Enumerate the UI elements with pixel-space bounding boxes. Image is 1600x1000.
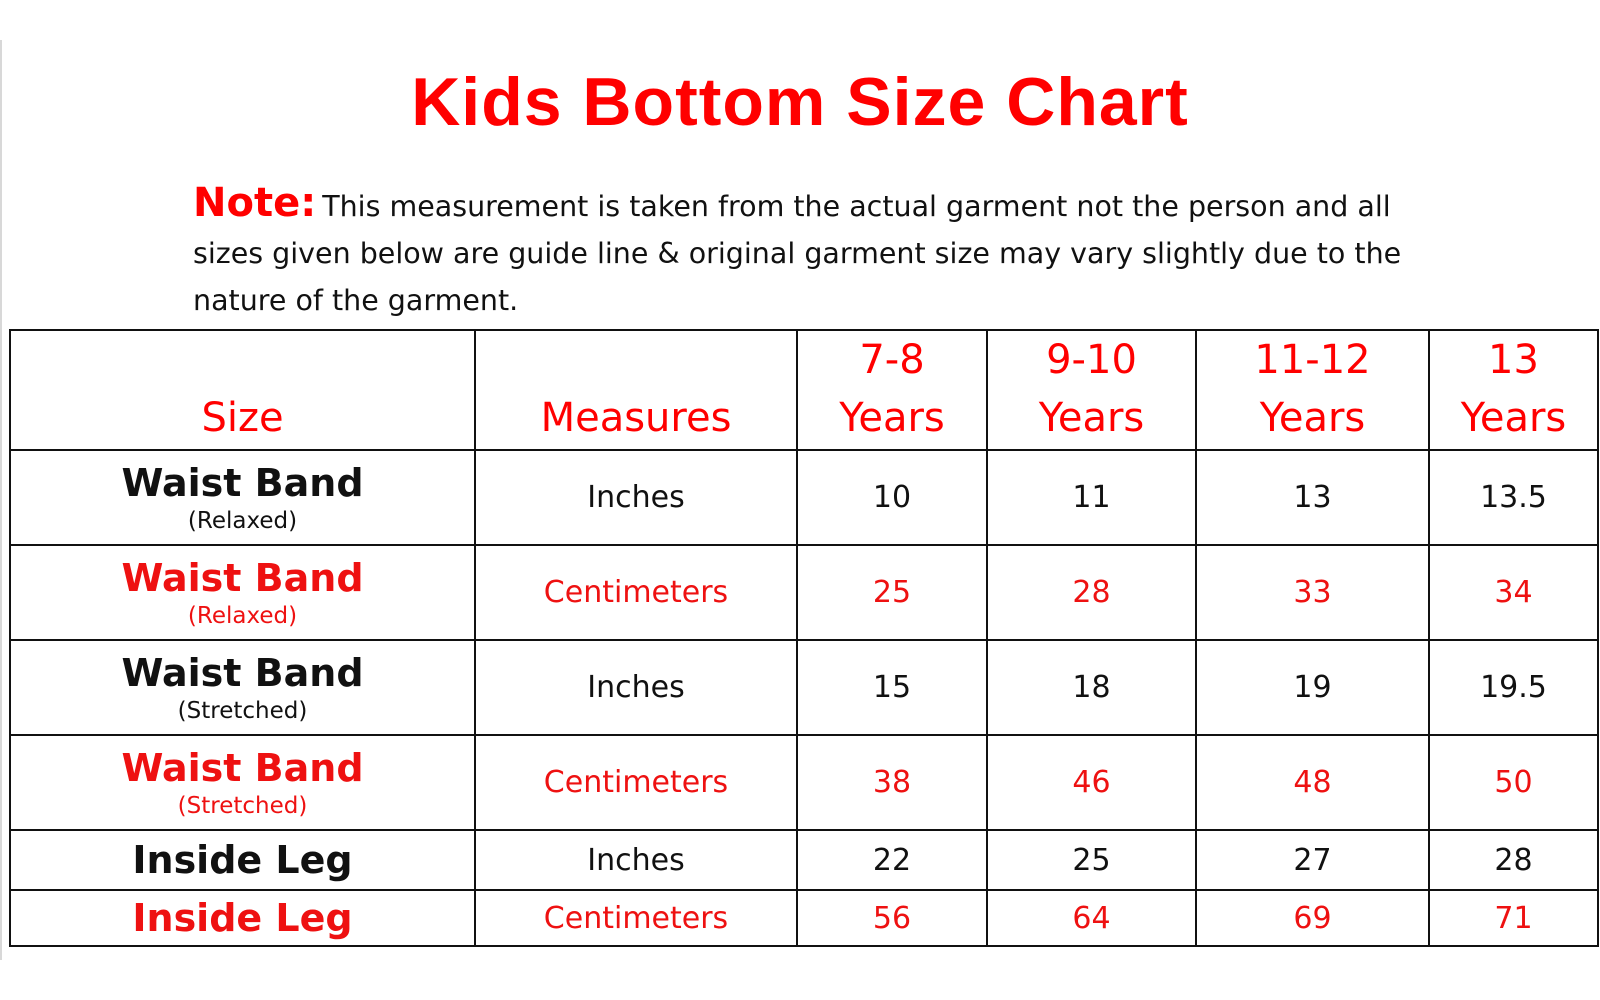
size-name: Inside Leg xyxy=(132,896,353,940)
value-cell: 13.5 xyxy=(1428,449,1599,546)
value-cell: 38 xyxy=(796,734,988,831)
size-name: Waist Band xyxy=(121,650,364,695)
size-name: Waist Band xyxy=(121,555,364,600)
header-age-7-8-unit: Years xyxy=(839,395,945,441)
size-name: Waist Band xyxy=(121,745,364,790)
measure-cell: Inches xyxy=(474,829,798,891)
measure-cell: Inches xyxy=(474,449,798,546)
size-subname: (Stretched) xyxy=(177,792,308,819)
note-text: This measurement is taken from the actua… xyxy=(193,190,1402,317)
header-age-9-10-range: 9-10 xyxy=(1046,337,1137,383)
value-cell: 22 xyxy=(796,829,988,891)
value-cell: 46 xyxy=(986,734,1197,831)
header-age-11-12-range: 11-12 xyxy=(1254,337,1371,383)
header-age-13-range: 13 xyxy=(1488,337,1539,383)
value-cell: 33 xyxy=(1195,544,1430,641)
table-row: Waist Band (Relaxed) Inches 10 11 13 13.5 xyxy=(9,449,1599,546)
value-cell: 34 xyxy=(1428,544,1599,641)
size-chart-table: Size Measures 7-8 Years 9-10 Years 11-12 Ye… xyxy=(9,329,1599,947)
value-cell: 25 xyxy=(986,829,1197,891)
measure-cell: Inches xyxy=(474,639,798,736)
header-age-9-10: 9-10 Years xyxy=(986,329,1197,451)
header-age-7-8-range: 7-8 xyxy=(859,337,925,383)
table-row: Waist Band (Stretched) Inches 15 18 19 19… xyxy=(9,639,1599,736)
value-cell: 56 xyxy=(796,889,988,947)
header-age-9-10-unit: Years xyxy=(1038,395,1145,441)
page-edge-line xyxy=(0,40,2,960)
note-paragraph: Note: This measurement is taken from the … xyxy=(193,180,1453,324)
size-subname: (Stretched) xyxy=(177,697,308,724)
note-label: Note: xyxy=(193,180,317,226)
value-cell: 25 xyxy=(796,544,988,641)
header-age-13: 13 Years xyxy=(1428,329,1599,451)
header-size: Size xyxy=(9,329,476,451)
value-cell: 15 xyxy=(796,639,988,736)
header-age-7-8: 7-8 Years xyxy=(796,329,988,451)
value-cell: 11 xyxy=(986,449,1197,546)
value-cell: 71 xyxy=(1428,889,1599,947)
value-cell: 18 xyxy=(986,639,1197,736)
table-header-row: Size Measures 7-8 Years 9-10 Years 11-12 Ye… xyxy=(9,329,1599,451)
value-cell: 19.5 xyxy=(1428,639,1599,736)
table-row: Inside Leg Centimeters 56 64 69 71 xyxy=(9,889,1599,947)
size-cell: Waist Band (Stretched) xyxy=(9,639,476,736)
value-cell: 10 xyxy=(796,449,988,546)
size-cell: Inside Leg xyxy=(9,889,476,947)
size-name: Inside Leg xyxy=(132,838,353,882)
size-cell: Waist Band (Relaxed) xyxy=(9,449,476,546)
page-title: Kids Bottom Size Chart xyxy=(411,64,1189,140)
value-cell: 50 xyxy=(1428,734,1599,831)
measure-cell: Centimeters xyxy=(474,734,798,831)
header-age-11-12: 11-12 Years xyxy=(1195,329,1430,451)
size-cell: Waist Band (Relaxed) xyxy=(9,544,476,641)
table-row: Waist Band (Relaxed) Centimeters 25 28 33… xyxy=(9,544,1599,641)
table-row: Waist Band (Stretched) Centimeters 38 46 … xyxy=(9,734,1599,831)
header-measures: Measures xyxy=(474,329,798,451)
size-subname: (Relaxed) xyxy=(187,602,298,629)
measure-cell: Centimeters xyxy=(474,889,798,947)
value-cell: 69 xyxy=(1195,889,1430,947)
size-name: Waist Band xyxy=(121,460,364,505)
value-cell: 64 xyxy=(986,889,1197,947)
value-cell: 19 xyxy=(1195,639,1430,736)
table-row: Inside Leg Inches 22 25 27 28 xyxy=(9,829,1599,891)
header-age-13-unit: Years xyxy=(1460,395,1567,441)
measure-cell: Centimeters xyxy=(474,544,798,641)
size-cell: Waist Band (Stretched) xyxy=(9,734,476,831)
header-age-11-12-unit: Years xyxy=(1259,395,1366,441)
value-cell: 28 xyxy=(1428,829,1599,891)
value-cell: 28 xyxy=(986,544,1197,641)
value-cell: 13 xyxy=(1195,449,1430,546)
value-cell: 48 xyxy=(1195,734,1430,831)
size-subname: (Relaxed) xyxy=(187,507,298,534)
size-cell: Inside Leg xyxy=(9,829,476,891)
value-cell: 27 xyxy=(1195,829,1430,891)
